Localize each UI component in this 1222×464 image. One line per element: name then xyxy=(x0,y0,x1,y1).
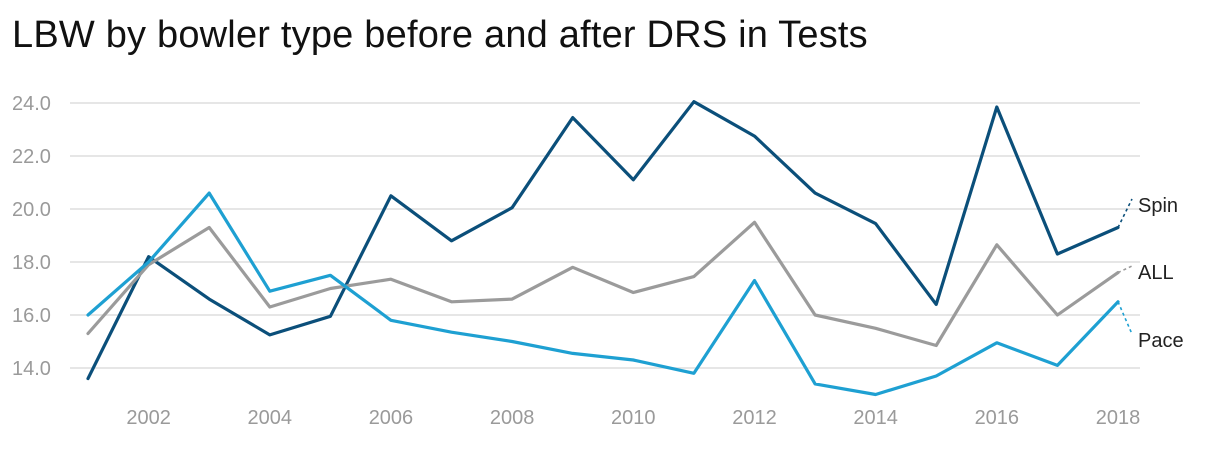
series-label-leader xyxy=(1117,265,1133,274)
y-tick-label: 22.0 xyxy=(12,146,51,168)
x-tick-label: 2018 xyxy=(1096,407,1141,429)
y-tick-label: 20.0 xyxy=(12,199,51,221)
series-line-spin xyxy=(86,100,1120,381)
series-label-all: ALL xyxy=(1138,262,1174,284)
y-tick-label: 16.0 xyxy=(12,305,51,327)
series-line-all xyxy=(86,220,1120,348)
y-tick-label: 18.0 xyxy=(12,252,51,274)
x-tick-label: 2008 xyxy=(490,407,535,429)
x-tick-label: 2010 xyxy=(611,407,656,429)
series-label-leader xyxy=(1117,198,1133,228)
y-tick-label: 14.0 xyxy=(12,358,51,380)
x-tick-label: 2006 xyxy=(369,407,414,429)
chart-title: LBW by bowler type before and after DRS … xyxy=(12,14,868,56)
series-line-pace xyxy=(86,191,1120,397)
x-tick-label: 2016 xyxy=(975,407,1020,429)
x-axis-ticks: 2002 2004 2006 2008 2010 2012 2014 2016 2018 xyxy=(126,407,1140,429)
gridlines xyxy=(70,102,1140,369)
series-label-leader xyxy=(1117,301,1133,335)
x-tick-label: 2012 xyxy=(732,407,777,429)
series-labels: Spin ALL Pace xyxy=(1117,195,1184,352)
series-label-pace: Pace xyxy=(1138,330,1184,352)
y-tick-label: 24.0 xyxy=(12,93,51,115)
series-lines xyxy=(86,100,1120,397)
x-tick-label: 2014 xyxy=(853,407,898,429)
series-label-spin: Spin xyxy=(1138,195,1178,217)
x-tick-label: 2004 xyxy=(248,407,293,429)
x-tick-label: 2002 xyxy=(126,407,171,429)
y-axis-ticks: 14.0 16.0 18.0 20.0 22.0 24.0 xyxy=(12,93,51,380)
